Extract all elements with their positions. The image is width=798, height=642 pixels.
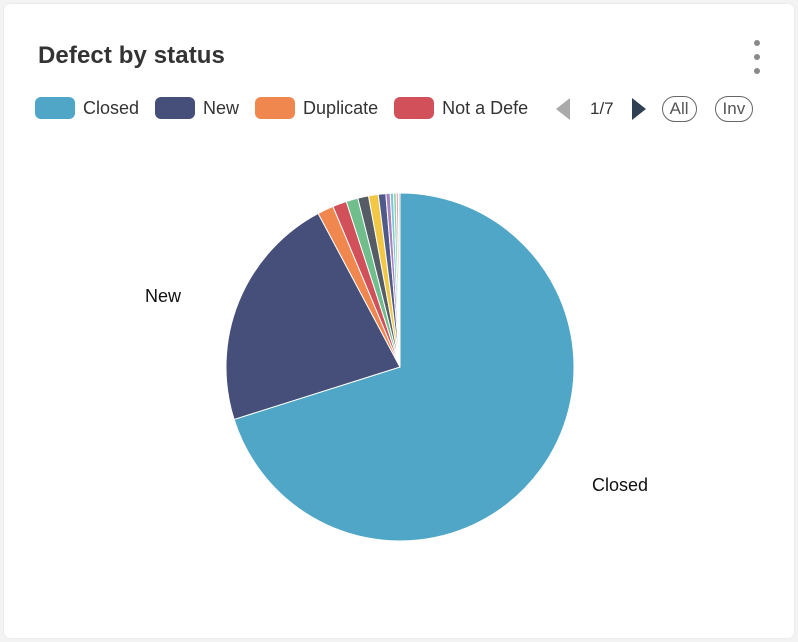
legend-label: Not a Defe xyxy=(442,97,529,118)
menu-dot xyxy=(754,40,760,46)
menu-dot xyxy=(754,54,760,60)
legend-label: Duplicate xyxy=(303,97,379,118)
legend-swatch xyxy=(155,97,196,119)
legend-item-new[interactable]: New xyxy=(155,97,239,119)
invert-selection-button[interactable]: Inv xyxy=(714,96,754,122)
legend-item-duplicate[interactable]: Duplicate xyxy=(255,97,378,119)
legend-label: New xyxy=(203,97,240,118)
chart-title: Defect by status xyxy=(38,42,225,69)
pie-slice-other-12[interactable] xyxy=(397,192,401,368)
kebab-menu-icon[interactable] xyxy=(746,40,768,74)
legend-swatch xyxy=(35,97,75,119)
slice-label-new: New xyxy=(145,286,182,306)
legend-label: Closed xyxy=(83,97,140,118)
legend-item-closed[interactable]: Closed xyxy=(35,97,139,119)
legend-swatch xyxy=(255,97,296,119)
menu-dot xyxy=(754,68,760,74)
pie-slice-new[interactable] xyxy=(225,212,401,421)
pie-slices xyxy=(225,192,575,542)
legend-swatch xyxy=(394,97,435,119)
legend-item-not-a-defect[interactable]: Not a Defe xyxy=(394,97,528,119)
select-all-button[interactable]: All xyxy=(661,96,697,122)
legend: Closed New Duplicate Not a Defe xyxy=(35,94,544,122)
legend-pager: 1/7 All Inv xyxy=(556,96,754,122)
slice-label-closed: Closed xyxy=(592,475,648,495)
triangle-left-icon[interactable] xyxy=(556,98,570,120)
page-indicator: 1/7 xyxy=(590,99,614,118)
triangle-right-icon[interactable] xyxy=(631,98,646,120)
pie-slice-closed[interactable] xyxy=(233,192,575,542)
